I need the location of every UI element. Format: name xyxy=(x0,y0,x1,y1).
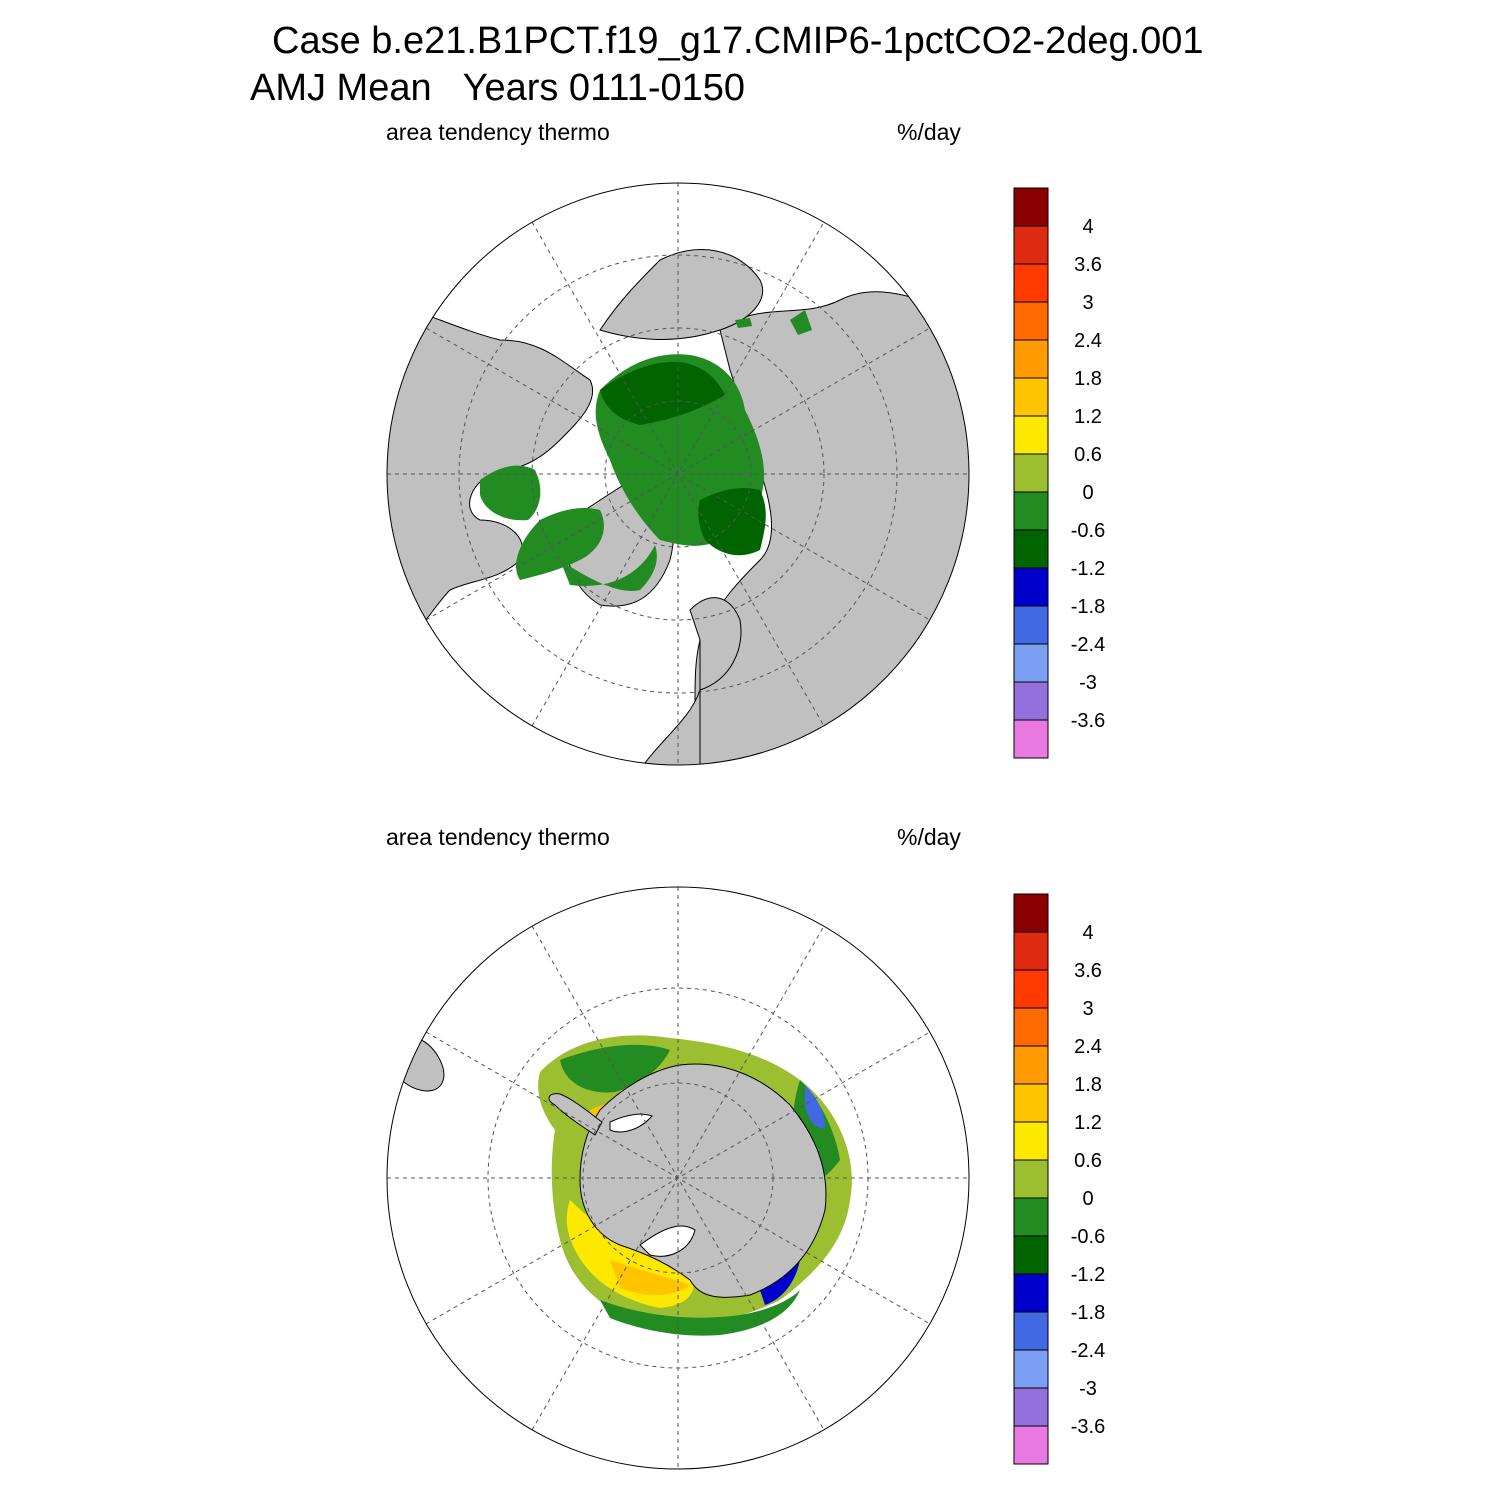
south-colorbar-swatch xyxy=(1013,1349,1049,1389)
south-colorbar-tick-label: -3 xyxy=(1079,1378,1097,1400)
south-colorbar-swatch xyxy=(1013,1083,1049,1123)
north-colorbar-tick-label: 3 xyxy=(1082,292,1093,314)
south-graticule xyxy=(387,887,969,1469)
north-colorbar-swatch xyxy=(1013,453,1049,493)
south-colorbar-swatch xyxy=(1013,1311,1049,1351)
north-colorbar-swatch xyxy=(1013,719,1049,759)
north-colorbar-swatch xyxy=(1013,681,1049,721)
north-colorbar-swatch xyxy=(1013,301,1049,341)
south-colorbar-swatch xyxy=(1013,1235,1049,1275)
south-colorbar-tick-label: -0.6 xyxy=(1071,1226,1105,1248)
north-colorbar-swatch xyxy=(1013,377,1049,417)
north-colorbar-tick-label: -1.8 xyxy=(1071,596,1105,618)
north-panel-units-label: %/day xyxy=(897,119,961,145)
north-colorbar-tick-label: 4 xyxy=(1082,216,1093,238)
south-colorbar-tick-label: 4 xyxy=(1082,922,1093,944)
south-colorbar-swatch xyxy=(1013,1387,1049,1427)
south-colorbar-swatch xyxy=(1013,1425,1049,1465)
south-colorbar-tick-label: -2.4 xyxy=(1071,1340,1105,1362)
south-panel-units-label: %/day xyxy=(897,824,961,850)
south-colorbar-swatch xyxy=(1013,893,1049,933)
south-colorbar-swatch xyxy=(1013,1045,1049,1085)
north-colorbar-swatch xyxy=(1013,643,1049,683)
north-colorbar-tick-label: -3 xyxy=(1079,672,1097,694)
south-colorbar: 4 3.6 3 2.4 1.8 1.2 0.6 0 -0.6 -1.2 -1.8 -2.4 -3 -3.6 xyxy=(1013,893,1105,1465)
north-map-boundary xyxy=(386,182,970,766)
north-colorbar-swatch xyxy=(1013,567,1049,607)
north-colorbar-swatch xyxy=(1013,225,1049,265)
north-colorbar-tick-label: 0.6 xyxy=(1074,444,1102,466)
south-colorbar-tick-label: 1.8 xyxy=(1074,1074,1102,1096)
south-colorbar-swatch xyxy=(1013,1007,1049,1047)
south-panel-variable-label: area tendency thermo xyxy=(386,824,610,850)
north-colorbar: 4 3.6 3 2.4 1.8 1.2 0.6 0 -0.6 -1.2 -1.8 -2.4 -3 -3.6 xyxy=(1013,187,1105,759)
south-map-boundary xyxy=(386,886,970,1470)
figure-title-case: Case b.e21.B1PCT.f19_g17.CMIP6-1pctCO2-2… xyxy=(272,20,1204,62)
north-colorbar-swatch xyxy=(1013,263,1049,303)
south-colorbar-swatch xyxy=(1013,1197,1049,1237)
south-colorbar-swatch xyxy=(1013,1159,1049,1199)
north-panel-variable-label: area tendency thermo xyxy=(386,119,610,145)
south-colorbar-tick-label: -1.2 xyxy=(1071,1264,1105,1286)
north-colorbar-swatch xyxy=(1013,491,1049,531)
north-graticule xyxy=(387,183,969,765)
north-colorbar-tick-label: 1.2 xyxy=(1074,406,1102,428)
south-colorbar-tick-label: 0 xyxy=(1082,1188,1093,1210)
south-colorbar-tick-label: -1.8 xyxy=(1071,1302,1105,1324)
south-polar-map xyxy=(386,886,970,1470)
north-colorbar-tick-label: -1.2 xyxy=(1071,558,1105,580)
south-colorbar-tick-label: 2.4 xyxy=(1074,1036,1102,1058)
south-colorbar-swatch xyxy=(1013,1273,1049,1313)
south-colorbar-tick-label: -3.6 xyxy=(1071,1416,1105,1438)
south-colorbar-swatch xyxy=(1013,969,1049,1009)
south-colorbar-tick-label: 3.6 xyxy=(1074,960,1102,982)
north-colorbar-swatch xyxy=(1013,339,1049,379)
north-colorbar-tick-label: -2.4 xyxy=(1071,634,1105,656)
south-colorbar-tick-label: 3 xyxy=(1082,998,1093,1020)
north-colorbar-tick-label: 2.4 xyxy=(1074,330,1102,352)
south-colorbar-swatch xyxy=(1013,931,1049,971)
north-colorbar-tick-label: 0 xyxy=(1082,482,1093,504)
north-colorbar-swatch xyxy=(1013,529,1049,569)
north-colorbar-tick-label: 1.8 xyxy=(1074,368,1102,390)
north-ice-field xyxy=(480,310,812,591)
south-colorbar-tick-label: 0.6 xyxy=(1074,1150,1102,1172)
north-colorbar-swatch xyxy=(1013,605,1049,645)
north-colorbar-tick-label: 3.6 xyxy=(1074,254,1102,276)
north-polar-map xyxy=(386,182,970,766)
south-colorbar-swatch xyxy=(1013,1121,1049,1161)
north-colorbar-swatch xyxy=(1013,415,1049,455)
figure-title-period: AMJ Mean Years 0111-0150 xyxy=(250,67,746,109)
south-colorbar-tick-label: 1.2 xyxy=(1074,1112,1102,1134)
north-colorbar-tick-label: -0.6 xyxy=(1071,520,1105,542)
north-colorbar-tick-label: -3.6 xyxy=(1071,710,1105,732)
north-colorbar-swatch xyxy=(1013,187,1049,227)
